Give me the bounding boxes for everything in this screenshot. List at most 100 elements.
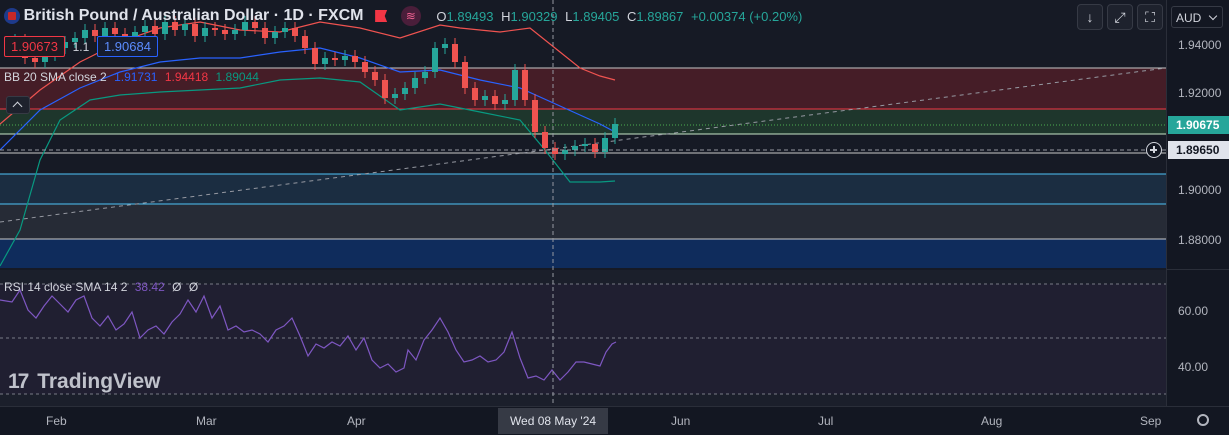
candle-body: [222, 30, 228, 34]
rsi-value: 38.42: [134, 280, 165, 294]
currency-label: AUD: [1176, 11, 1202, 25]
chart-canvas[interactable]: [0, 0, 1166, 406]
price-axis[interactable]: AUD 1.94000 1.92000 1.90000 1.88000 1.90…: [1146, 0, 1229, 406]
fullscreen-button[interactable]: ⛶: [1137, 4, 1163, 30]
candle-body: [492, 96, 498, 104]
price-tick: 1.94000: [1178, 38, 1222, 52]
crosshair-price-tag: 1.89650: [1168, 141, 1229, 159]
candle-body: [72, 38, 78, 42]
rsi-line[interactable]: [0, 288, 617, 381]
candle-body: [392, 94, 398, 98]
rsi-band: [0, 284, 1166, 394]
price-tick: 1.92000: [1178, 86, 1222, 100]
bb-basis-line[interactable]: [0, 47, 616, 151]
candle-body: [372, 72, 378, 80]
time-tick: Aug: [981, 414, 1003, 428]
candle-body: [412, 78, 418, 88]
candle-body: [332, 58, 338, 60]
candle-body: [202, 28, 208, 36]
candle-body: [212, 28, 218, 30]
time-tick: Feb: [46, 414, 67, 428]
arrow-down-icon: ↓: [1086, 9, 1094, 25]
gear-icon: [1197, 414, 1209, 426]
candle-body: [502, 100, 508, 104]
candle-body: [152, 26, 158, 34]
candle-body: [62, 42, 68, 48]
candle-body: [452, 44, 458, 62]
candle-body: [252, 22, 258, 28]
candle-body: [602, 138, 608, 152]
candle-body: [612, 124, 618, 138]
time-axis[interactable]: Feb Mar Apr Jun Jul Aug Sep Wed 08 May '…: [0, 406, 1229, 435]
bb-upper-value: 1.94418: [164, 70, 209, 84]
close-value: 1.89867: [636, 8, 684, 24]
candle-body: [362, 62, 368, 72]
bb-label[interactable]: BB 20 SMA close 2: [4, 70, 107, 84]
candle-body: [142, 26, 148, 32]
chart-area[interactable]: British Pound / Australian Dollar · 1D ·…: [0, 0, 1166, 406]
candle-body: [532, 100, 538, 132]
candle-body: [342, 56, 348, 60]
candle-body: [232, 30, 238, 34]
expand-button[interactable]: ⤢: [1107, 4, 1133, 30]
support-zone-1: [0, 174, 1166, 204]
indicator-icon[interactable]: ≋: [400, 6, 421, 26]
candle-body: [102, 28, 108, 36]
candle-body: [482, 96, 488, 100]
candle-body: [282, 28, 288, 32]
rsi-tick: 60.00: [1178, 304, 1209, 318]
fullscreen-icon: ⛶: [1145, 9, 1155, 25]
open-label: O: [436, 8, 447, 24]
watermark-text: TradingView: [37, 370, 161, 393]
low-value: 1.89405: [572, 8, 620, 24]
bb-basis-value: 1.91731: [114, 70, 158, 84]
high-value: 1.90329: [510, 8, 558, 24]
symbol-title[interactable]: British Pound / Australian Dollar · 1D ·…: [23, 7, 364, 24]
last-price-tag: 1.90675: [1168, 116, 1229, 134]
time-tick: Sep: [1140, 414, 1162, 428]
trade-panel[interactable]: 1.90673 1.1 1.90684: [4, 36, 158, 57]
candle-body: [422, 72, 428, 78]
rsi-label[interactable]: RSI 14 close SMA 14 2: [4, 280, 128, 294]
candle-body: [432, 48, 438, 72]
bookmark-icon[interactable]: [375, 10, 388, 22]
candle-body: [162, 22, 168, 34]
candle-body: [272, 32, 278, 38]
crosshair-date-tag: Wed 08 May '24: [498, 408, 608, 434]
add-alert-button[interactable]: [1146, 142, 1162, 158]
spread-value: 1.1: [72, 40, 90, 54]
support-zone-3: [0, 239, 1166, 268]
candle-body: [592, 144, 598, 152]
scroll-down-button[interactable]: ↓: [1077, 4, 1103, 30]
candle-body: [352, 56, 358, 62]
candle-body: [112, 28, 118, 34]
buy-button[interactable]: 1.90684: [96, 36, 158, 57]
candle-body: [82, 30, 88, 38]
time-tick: Jul: [818, 414, 834, 428]
rsi-extra-2: Ø: [188, 280, 199, 294]
change-value: +0.00374 (+0.20%): [691, 8, 803, 24]
expand-icon: ⤢: [1114, 9, 1126, 25]
sell-button[interactable]: 1.90673: [4, 36, 65, 57]
price-tick: 1.88000: [1178, 233, 1222, 247]
candle-body: [552, 148, 558, 154]
candle-body: [92, 30, 98, 36]
candle-body: [182, 24, 188, 30]
open-value: 1.89493: [446, 8, 494, 24]
candle-body: [472, 88, 478, 100]
currency-selector[interactable]: AUD: [1171, 6, 1223, 28]
bb-legend[interactable]: BB 20 SMA close 2 1.91731 1.94418 1.8904…: [4, 70, 259, 84]
symbol-legend[interactable]: British Pound / Australian Dollar · 1D ·…: [4, 6, 802, 26]
candle-body: [382, 80, 388, 98]
chevron-down-icon: [1208, 11, 1218, 21]
rsi-extra-1: Ø: [172, 280, 182, 294]
candle-body: [292, 28, 298, 36]
rsi-legend[interactable]: RSI 14 close SMA 14 2 38.42 Ø Ø: [4, 280, 198, 294]
bb-lower-line[interactable]: [0, 77, 616, 267]
time-tick: Jun: [671, 414, 691, 428]
tradingview-watermark: 17 TradingView: [8, 370, 161, 394]
chart-settings-button[interactable]: [1194, 411, 1214, 431]
collapse-legend-button[interactable]: [6, 96, 30, 114]
time-tick: Apr: [347, 414, 366, 428]
candle-body: [522, 70, 528, 100]
